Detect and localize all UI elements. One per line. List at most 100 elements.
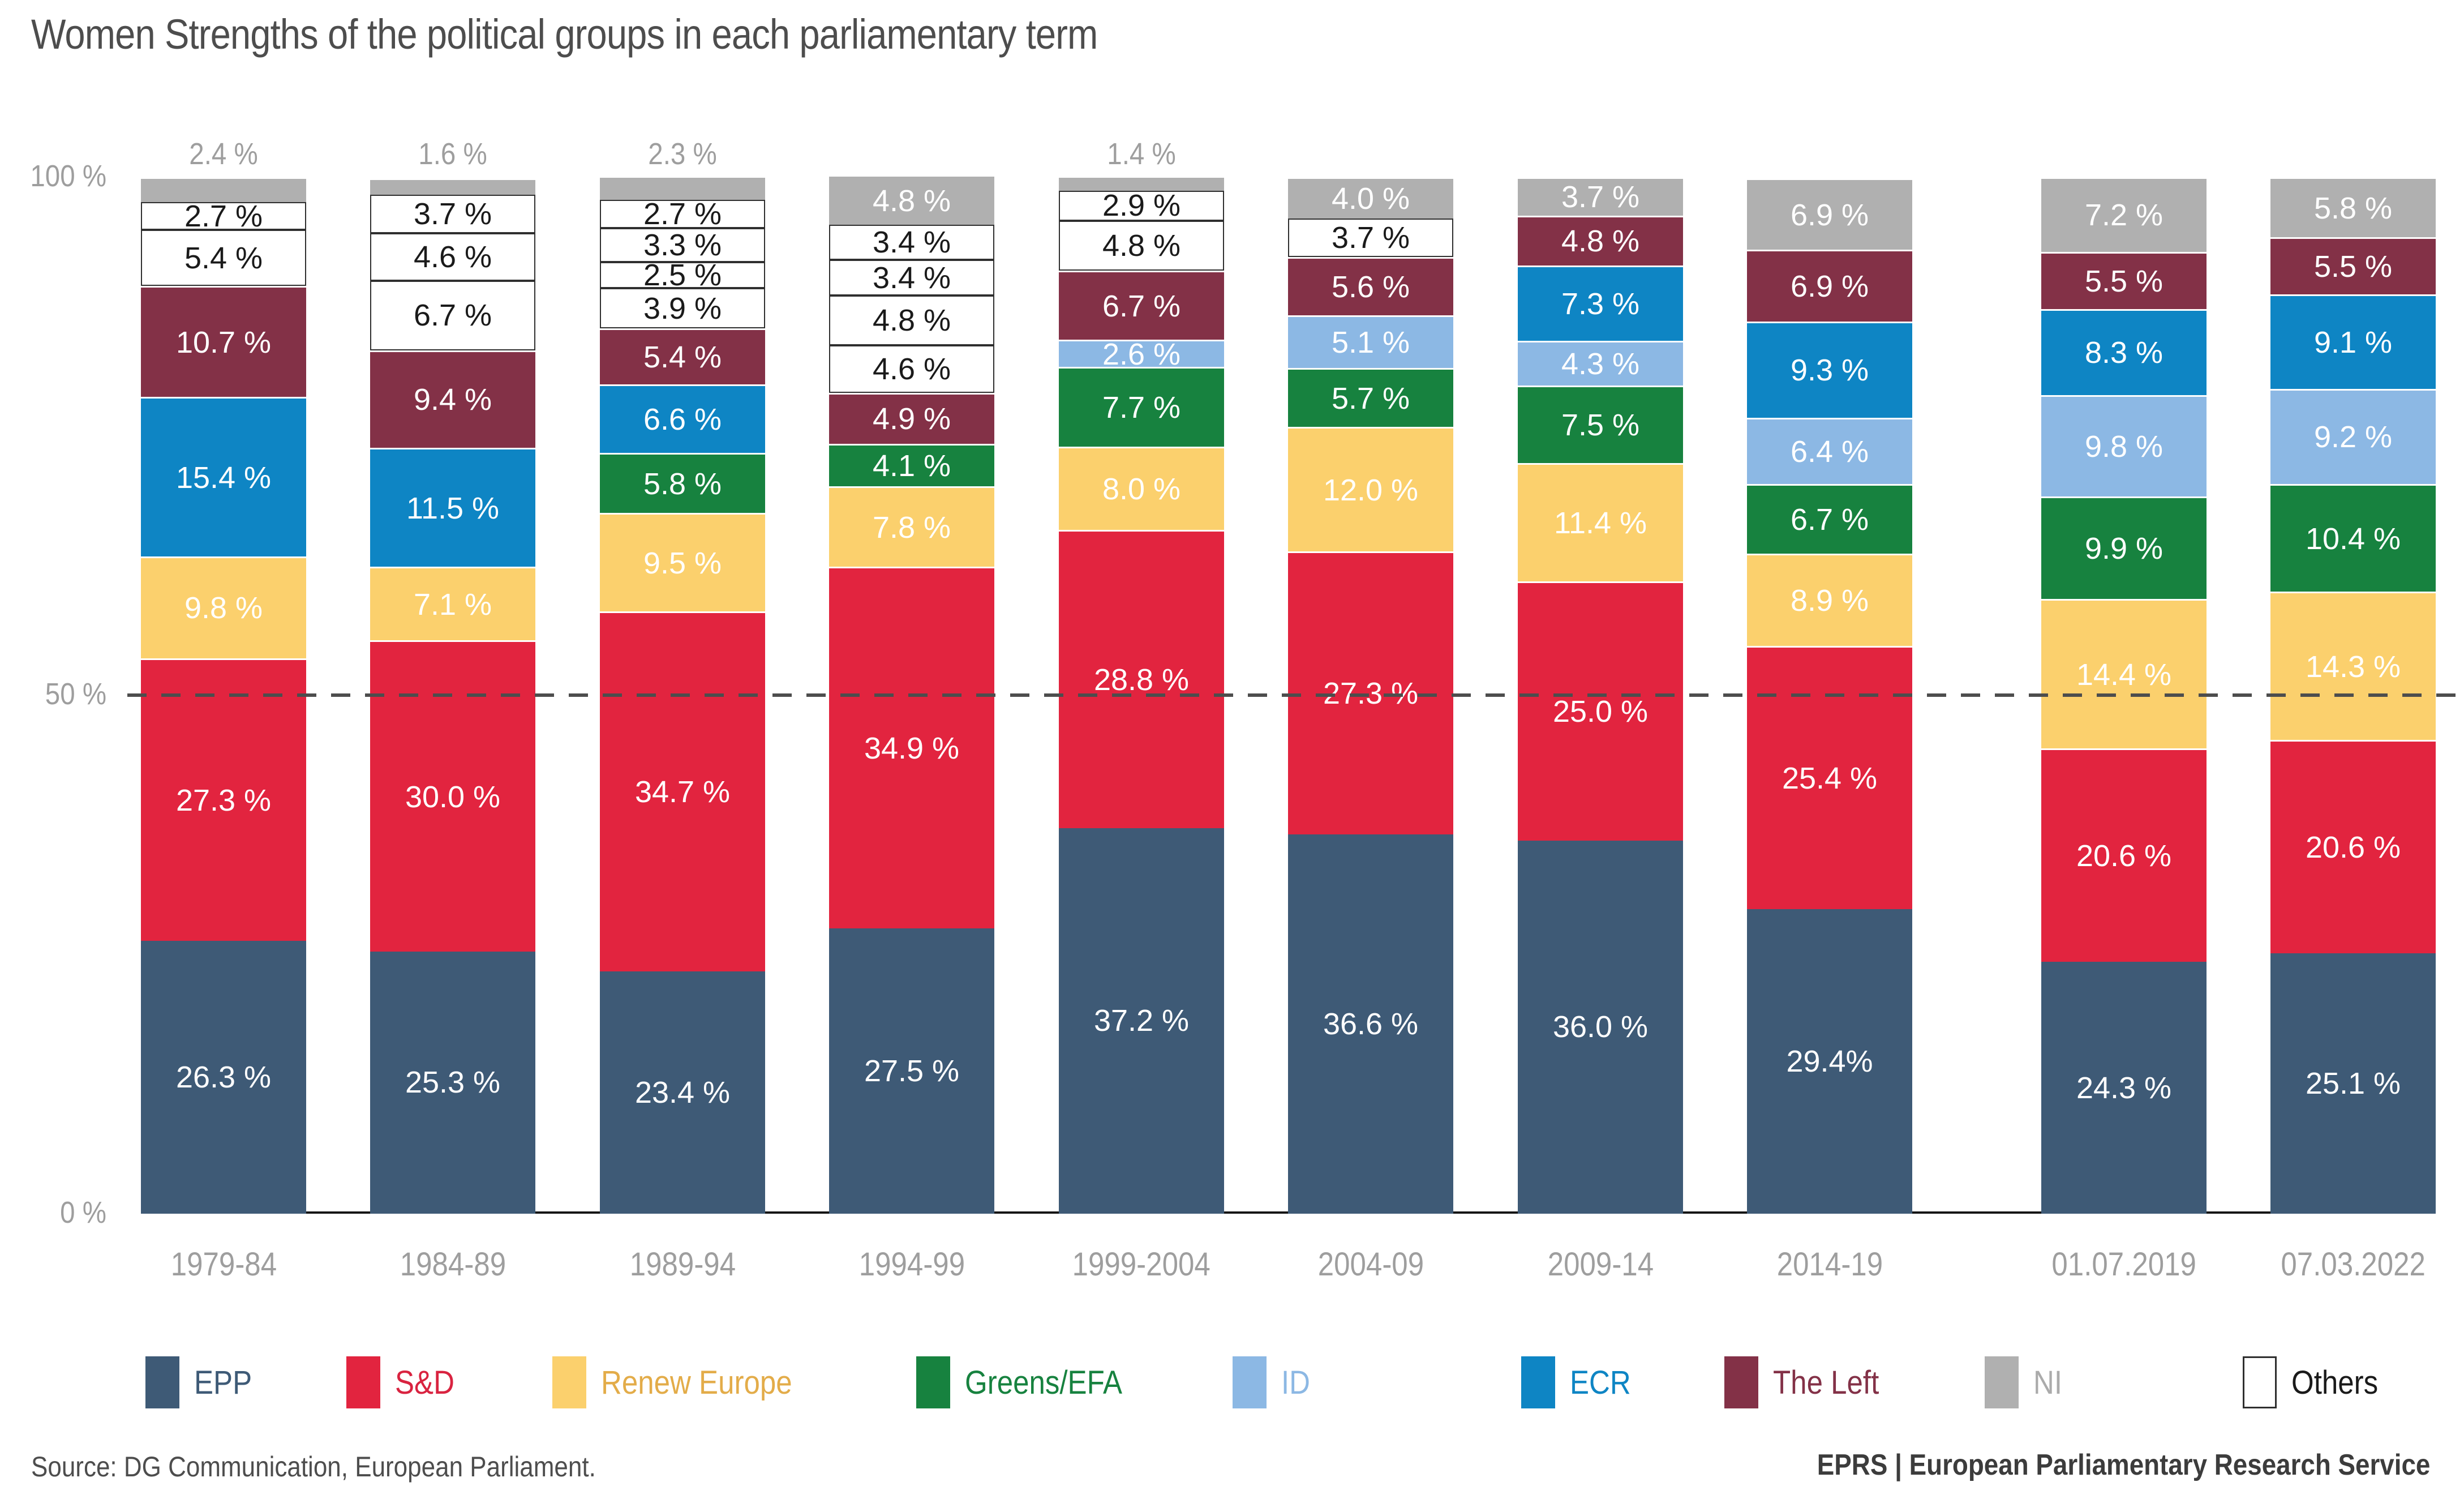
- bar-segment-others: 4.8 %: [1059, 220, 1224, 271]
- segment-value-label: 10.4 %: [2305, 521, 2401, 556]
- x-tick-label: 1989-94: [629, 1246, 736, 1283]
- bar-segment-renew: 14.3 %: [2270, 592, 2436, 740]
- bar-segment-sd: 25.0 %: [1518, 581, 1683, 841]
- ni-outside-label: 2.3 %: [600, 136, 765, 172]
- ni-outside-label-text: 1.6 %: [418, 137, 487, 171]
- legend-label-ni: NI: [2033, 1364, 2063, 1401]
- legend-label-sd: S&D: [395, 1364, 454, 1401]
- legend-label-epp: EPP: [194, 1364, 252, 1401]
- segment-value-label: 14.4 %: [2076, 657, 2172, 692]
- legend-swatch-sd: [346, 1356, 380, 1408]
- segment-value-label: 30.0 %: [405, 780, 501, 814]
- segment-value-label: 4.8 %: [1102, 228, 1181, 263]
- segment-value-label: 5.1 %: [1331, 325, 1410, 359]
- bar-segment-renew: 7.8 %: [829, 486, 994, 567]
- segment-value-label: 5.5 %: [2084, 264, 2163, 298]
- bar-segment-left: 5.6 %: [1288, 257, 1453, 315]
- bar-segment-ecr: 11.5 %: [370, 447, 535, 567]
- bar-segment-left: 10.7 %: [141, 286, 306, 397]
- legend-swatch-left: [1724, 1356, 1758, 1408]
- bar-segment-epp: 29.4%: [1747, 909, 1912, 1214]
- bar-segment-left: 5.5 %: [2270, 237, 2436, 294]
- bar-segment-left: 5.5 %: [2041, 251, 2207, 309]
- segment-value-label: 2.6 %: [1102, 337, 1181, 371]
- x-tick-label: 2014-19: [1776, 1246, 1883, 1283]
- bar-segment-ecr: 9.3 %: [1747, 321, 1912, 418]
- bar-segment-renew: 12.0 %: [1288, 427, 1453, 551]
- segment-value-label: 5.8 %: [2313, 191, 2393, 225]
- bar-segment-sd: 25.4 %: [1747, 645, 1912, 909]
- segment-value-label: 3.4 %: [872, 260, 951, 295]
- segment-value-label: 4.6 %: [413, 240, 492, 274]
- segment-value-label: 4.1 %: [872, 448, 951, 483]
- legend-label-others: Others: [2291, 1364, 2379, 1401]
- ni-outside-label-text: 2.4 %: [189, 137, 258, 171]
- bar-segment-others: 3.4 %: [829, 260, 994, 295]
- bar-2004-09: 36.6 % 27.3 % 12.0 % 5.7 % 5.1 % 5.6 % 3.7 % 4.…: [1288, 177, 1453, 1214]
- bar-segment-greens: 6.7 %: [1747, 483, 1912, 554]
- segment-value-label: 8.9 %: [1790, 583, 1869, 618]
- segment-value-label: 7.5 %: [1561, 408, 1640, 443]
- bar-segment-ni: 4.0 %: [1288, 177, 1453, 219]
- bar-segment-epp: 24.3 %: [2041, 962, 2207, 1214]
- bar-segment-ni: [370, 178, 535, 195]
- x-tick-label: 1994-99: [858, 1246, 965, 1283]
- segment-value-label: 14.3 %: [2305, 649, 2401, 684]
- bar-segment-greens: 5.7 %: [1288, 367, 1453, 427]
- bar-segment-others: 6.7 %: [370, 281, 535, 350]
- segment-value-label: 9.9 %: [2084, 532, 2163, 566]
- segment-value-label: 6.7 %: [1102, 289, 1181, 323]
- bar-segment-others: 2.7 %: [141, 199, 306, 233]
- legend-swatch-others: [2243, 1356, 2277, 1408]
- segment-value-label: 7.3 %: [1561, 286, 1640, 321]
- x-tick-1999-2004: 1999-2004: [1028, 1245, 1255, 1283]
- segment-value-label: 25.3 %: [405, 1065, 501, 1100]
- bar-segment-ni: 5.8 %: [2270, 177, 2436, 238]
- page-title-text: Women Strengths of the political groups …: [31, 11, 1098, 58]
- segment-value-label: 6.4 %: [1790, 434, 1869, 469]
- bar-segment-epp: 25.1 %: [2270, 953, 2436, 1214]
- x-tick-label: 2004-09: [1317, 1246, 1424, 1283]
- bar-segment-epp: 36.6 %: [1288, 834, 1453, 1214]
- x-tick-label: 2009-14: [1547, 1246, 1654, 1283]
- segment-value-label: 4.8 %: [1561, 224, 1640, 259]
- bar-segment-ni: [600, 176, 765, 200]
- bar-segment-ni: 6.9 %: [1747, 178, 1912, 250]
- bar-segment-renew: 7.1 %: [370, 567, 535, 641]
- x-tick-2004-09: 2004-09: [1257, 1245, 1484, 1283]
- bar-segment-renew: 8.9 %: [1747, 553, 1912, 646]
- segment-value-label: 5.4 %: [184, 241, 263, 275]
- bar-segment-sd: 27.3 %: [141, 658, 306, 941]
- segment-value-label: 9.8 %: [184, 591, 263, 626]
- legend-swatch-id: [1233, 1356, 1267, 1408]
- segment-value-label: 27.3 %: [175, 783, 272, 818]
- segment-value-label: 2.7 %: [184, 199, 263, 233]
- segment-value-label: 9.5 %: [643, 546, 722, 580]
- bar-segment-ecr: 7.3 %: [1518, 265, 1683, 341]
- bar-segment-left: 9.4 %: [370, 350, 535, 448]
- bar-segment-id: 5.1 %: [1288, 315, 1453, 368]
- bar-segment-renew: 14.4 %: [2041, 599, 2207, 748]
- segment-value-label: 7.1 %: [413, 587, 492, 622]
- bar-segment-renew: 11.4 %: [1518, 463, 1683, 582]
- bar-segment-greens: 4.1 %: [829, 443, 994, 486]
- segment-value-label: 5.5 %: [2313, 250, 2393, 284]
- x-tick-1984-89: 1984-89: [340, 1245, 566, 1283]
- bar-segment-greens: 7.5 %: [1518, 386, 1683, 464]
- segment-value-label: 7.7 %: [1102, 391, 1181, 425]
- segment-value-label: 3.9 %: [643, 291, 722, 326]
- bar-segment-left: 6.7 %: [1059, 270, 1224, 340]
- bar-segment-renew: 8.0 %: [1059, 447, 1224, 530]
- page-title: Women Strengths of the political groups …: [31, 10, 1243, 58]
- segment-value-label: 12.0 %: [1323, 473, 1419, 507]
- source-note: Source: DG Communication, European Parli…: [31, 1451, 596, 1483]
- segment-value-label: 23.4 %: [634, 1075, 731, 1110]
- segment-value-label: 4.8 %: [872, 183, 951, 218]
- segment-value-label: 9.1 %: [2313, 325, 2393, 359]
- segment-value-label: 5.4 %: [643, 340, 722, 375]
- bar-segment-others: 3.7 %: [1288, 219, 1453, 257]
- bar-segment-epp: 37.2 %: [1059, 828, 1224, 1214]
- bar-segment-left: 5.4 %: [600, 328, 765, 385]
- segment-value-label: 8.3 %: [2084, 336, 2163, 370]
- bar-segment-renew: 9.5 %: [600, 513, 765, 612]
